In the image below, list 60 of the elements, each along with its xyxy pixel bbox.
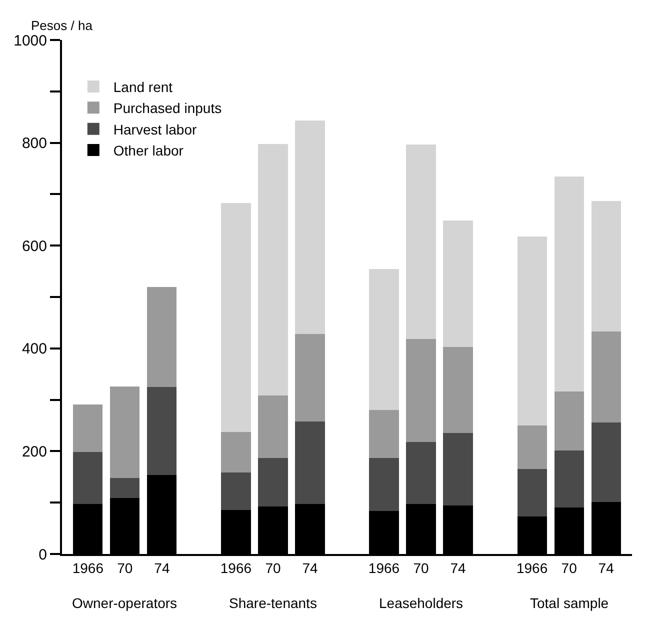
bar bbox=[517, 236, 547, 426]
bar bbox=[369, 458, 399, 511]
x-tick-label: 70 bbox=[265, 560, 281, 576]
x-tick-label: 1966 bbox=[516, 560, 548, 576]
bar bbox=[443, 220, 473, 347]
bar bbox=[147, 287, 177, 387]
bar bbox=[554, 176, 584, 392]
bar bbox=[295, 120, 325, 334]
x-tick-label: 74 bbox=[598, 560, 614, 576]
bar bbox=[443, 433, 473, 506]
text: Total sample bbox=[530, 595, 609, 611]
bar bbox=[73, 452, 103, 504]
bar bbox=[406, 339, 436, 442]
text: Leaseholders bbox=[379, 595, 464, 611]
x-tick-label: 1966 bbox=[220, 560, 252, 576]
bar bbox=[517, 426, 547, 470]
y-tick-label: 400 bbox=[22, 340, 47, 358]
legend-label: Land rent bbox=[113, 78, 173, 95]
legend-label: Purchased inputs bbox=[113, 100, 222, 116]
x-tick-label: 70 bbox=[413, 560, 430, 576]
bar bbox=[110, 478, 140, 498]
y-tick-label: 800 bbox=[22, 135, 47, 152]
bar bbox=[221, 432, 251, 472]
bar bbox=[295, 421, 325, 504]
text: Share-tenants bbox=[229, 595, 317, 611]
bar bbox=[221, 202, 251, 432]
bar bbox=[258, 458, 288, 507]
bar bbox=[406, 442, 436, 504]
bar bbox=[258, 396, 288, 458]
bar bbox=[517, 469, 547, 516]
x-tick-label: 70 bbox=[117, 560, 133, 576]
bar bbox=[406, 144, 436, 340]
legend-label: Other labor bbox=[113, 142, 184, 158]
y-tick-label: 0 bbox=[38, 546, 47, 564]
y-axis-title: Pesos / ha bbox=[31, 18, 94, 33]
x-tick-label: 1966 bbox=[72, 560, 104, 576]
bar bbox=[554, 450, 584, 508]
x-tick-label: 1966 bbox=[368, 560, 400, 576]
bar bbox=[443, 346, 473, 434]
bar bbox=[591, 200, 621, 332]
bar bbox=[221, 472, 251, 510]
x-tick-label: 70 bbox=[561, 560, 578, 576]
bar bbox=[591, 331, 621, 422]
y-tick-label: 600 bbox=[22, 238, 47, 255]
bar bbox=[554, 392, 584, 451]
x-tick-label: 74 bbox=[302, 560, 318, 576]
bar bbox=[258, 144, 288, 396]
x-tick-label: 74 bbox=[450, 560, 466, 576]
y-tick-label: 1000 bbox=[14, 32, 47, 50]
bar bbox=[369, 410, 399, 458]
text: Owner-operators bbox=[72, 595, 178, 611]
bar bbox=[369, 269, 399, 410]
bar bbox=[73, 404, 103, 452]
bar bbox=[110, 386, 140, 478]
y-tick-label: 200 bbox=[22, 443, 47, 460]
bar bbox=[591, 422, 621, 502]
bar bbox=[295, 334, 325, 422]
bar bbox=[147, 386, 177, 475]
x-tick-label: 74 bbox=[154, 560, 170, 576]
legend-label: Harvest labor bbox=[113, 121, 197, 138]
